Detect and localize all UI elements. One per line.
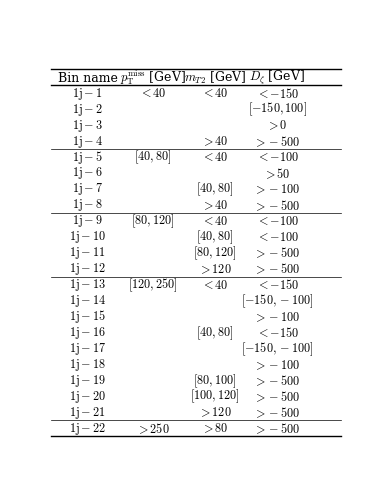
Text: $1\mathrm{j} - 8$: $1\mathrm{j} - 8$ — [72, 197, 103, 214]
Text: $1\mathrm{j} - 4$: $1\mathrm{j} - 4$ — [72, 134, 104, 150]
Text: $> -500$: $> -500$ — [254, 134, 301, 149]
Text: $p_\mathrm{T}^\mathrm{miss}$ [GeV]: $p_\mathrm{T}^\mathrm{miss}$ [GeV] — [120, 69, 186, 87]
Text: $1\mathrm{j} - 20$: $1\mathrm{j} - 20$ — [69, 389, 107, 405]
Text: $> -100$: $> -100$ — [254, 310, 301, 324]
Text: $1\mathrm{j} - 15$: $1\mathrm{j} - 15$ — [69, 308, 106, 325]
Text: $1\mathrm{j} - 6$: $1\mathrm{j} - 6$ — [72, 166, 103, 182]
Text: $[40,80]$: $[40,80]$ — [196, 181, 234, 198]
Text: $1\mathrm{j} - 13$: $1\mathrm{j} - 13$ — [69, 277, 107, 293]
Text: $1\mathrm{j} - 21$: $1\mathrm{j} - 21$ — [69, 405, 106, 421]
Text: $1\mathrm{j} - 12$: $1\mathrm{j} - 12$ — [69, 261, 106, 277]
Text: $[40,80]$: $[40,80]$ — [134, 149, 172, 166]
Text: $<40$: $<40$ — [201, 87, 229, 100]
Text: $> -500$: $> -500$ — [254, 421, 301, 436]
Text: $[80,100]$: $[80,100]$ — [193, 372, 237, 390]
Text: $>50$: $>50$ — [264, 166, 291, 181]
Text: $> -500$: $> -500$ — [254, 389, 301, 404]
Text: $[-150,100]$: $[-150,100]$ — [248, 101, 307, 118]
Text: $>120$: $>120$ — [198, 406, 232, 420]
Text: $1\mathrm{j} - 17$: $1\mathrm{j} - 17$ — [69, 341, 107, 357]
Text: $< -150$: $< -150$ — [256, 326, 299, 340]
Text: $<40$: $<40$ — [201, 278, 229, 291]
Text: $1\mathrm{j} - 9$: $1\mathrm{j} - 9$ — [72, 213, 103, 229]
Text: $<40$: $<40$ — [139, 87, 167, 100]
Text: $1\mathrm{j} - 3$: $1\mathrm{j} - 3$ — [72, 118, 104, 134]
Text: $[80,120]$: $[80,120]$ — [131, 213, 175, 230]
Text: $> -100$: $> -100$ — [254, 183, 301, 196]
Text: $<40$: $<40$ — [201, 151, 229, 164]
Text: $> -100$: $> -100$ — [254, 358, 301, 372]
Text: $1\mathrm{j} - 2$: $1\mathrm{j} - 2$ — [72, 102, 103, 118]
Text: $[100,120]$: $[100,120]$ — [190, 388, 240, 406]
Text: $m_{T2}$ [GeV]: $m_{T2}$ [GeV] — [184, 70, 246, 86]
Text: $> -500$: $> -500$ — [254, 405, 301, 420]
Text: $>0$: $>0$ — [267, 119, 288, 133]
Text: $1\mathrm{j} - 5$: $1\mathrm{j} - 5$ — [72, 149, 103, 166]
Text: $1\mathrm{j} - 16$: $1\mathrm{j} - 16$ — [69, 325, 106, 341]
Text: Bin name: Bin name — [58, 72, 118, 85]
Text: $>80$: $>80$ — [201, 422, 229, 436]
Text: $>250$: $>250$ — [136, 421, 170, 436]
Text: $<40$: $<40$ — [201, 215, 229, 228]
Text: $< -100$: $< -100$ — [256, 215, 299, 228]
Text: $> -500$: $> -500$ — [254, 198, 301, 213]
Text: $>40$: $>40$ — [201, 199, 229, 212]
Text: $1\mathrm{j} - 10$: $1\mathrm{j} - 10$ — [69, 229, 107, 245]
Text: $> -500$: $> -500$ — [254, 373, 301, 388]
Text: $[120,250]$: $[120,250]$ — [128, 276, 178, 294]
Text: $D_{\zeta}$ [GeV]: $D_{\zeta}$ [GeV] — [249, 69, 305, 87]
Text: $< -100$: $< -100$ — [256, 231, 299, 244]
Text: $> -500$: $> -500$ — [254, 262, 301, 276]
Text: $1\mathrm{j} - 11$: $1\mathrm{j} - 11$ — [69, 245, 106, 261]
Text: $< -100$: $< -100$ — [256, 151, 299, 164]
Text: $1\mathrm{j} - 18$: $1\mathrm{j} - 18$ — [69, 357, 106, 373]
Text: $[-150,-100]$: $[-150,-100]$ — [241, 340, 314, 358]
Text: $[80,120]$: $[80,120]$ — [193, 245, 237, 262]
Text: $[40,80]$: $[40,80]$ — [196, 229, 234, 246]
Text: $>40$: $>40$ — [201, 135, 229, 148]
Text: $1\mathrm{j} - 22$: $1\mathrm{j} - 22$ — [69, 421, 106, 437]
Text: $[40,80]$: $[40,80]$ — [196, 324, 234, 342]
Text: $>120$: $>120$ — [198, 262, 232, 276]
Text: $1\mathrm{j} - 14$: $1\mathrm{j} - 14$ — [69, 293, 107, 309]
Text: $< -150$: $< -150$ — [256, 278, 299, 292]
Text: $1\mathrm{j} - 7$: $1\mathrm{j} - 7$ — [72, 182, 104, 198]
Text: $1\mathrm{j} - 1$: $1\mathrm{j} - 1$ — [72, 86, 103, 102]
Text: $> -500$: $> -500$ — [254, 246, 301, 260]
Text: $1\mathrm{j} - 19$: $1\mathrm{j} - 19$ — [69, 373, 106, 389]
Text: $< -150$: $< -150$ — [256, 87, 299, 101]
Text: $[-150,-100]$: $[-150,-100]$ — [241, 292, 314, 310]
